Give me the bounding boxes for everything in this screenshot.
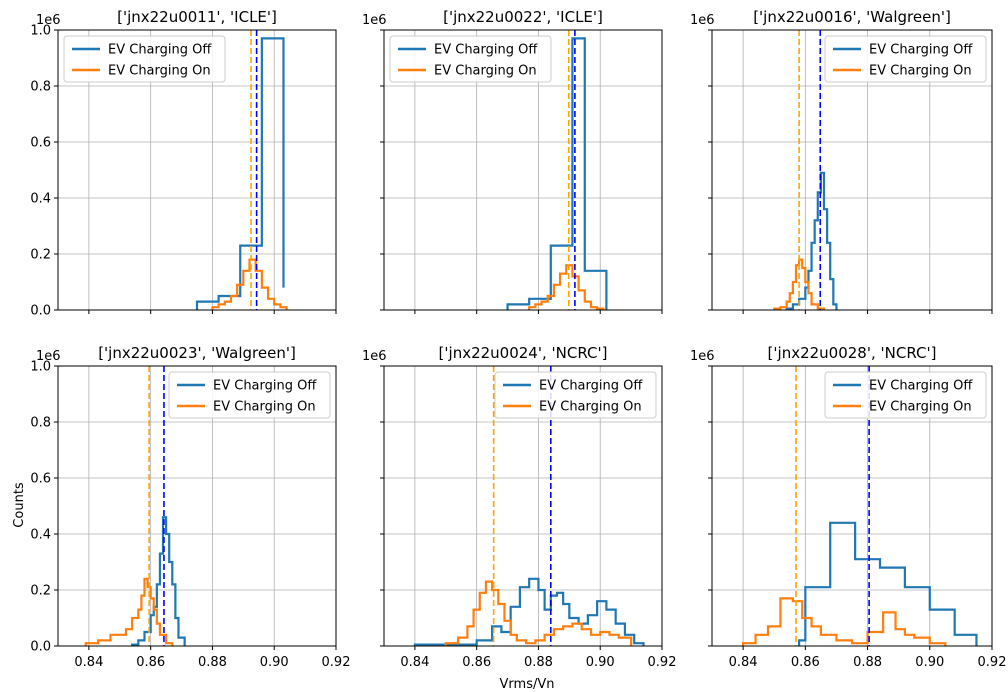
legend-label: EV Charging On	[213, 400, 316, 415]
y-tick-label: 0.8	[30, 80, 51, 95]
x-tick-label: 0.92	[322, 655, 351, 670]
chart-panel-3: 1e6 ['jnx22u0016', 'Walgreen'] EV Charging…	[690, 8, 993, 314]
x-tick-label: 0.88	[198, 655, 227, 670]
legend-box	[824, 371, 987, 419]
y-tick-label: 0.4	[30, 528, 51, 543]
y-offset-text: 1e6	[690, 349, 715, 364]
x-tick-label: 0.90	[586, 655, 615, 670]
chart-title: ['jnx22u0016', 'Walgreen']	[753, 8, 951, 26]
legend-label: EV Charging Off	[213, 379, 317, 394]
x-tick-label: 0.90	[260, 655, 289, 670]
histogram-off-series	[131, 516, 186, 646]
legend-label: EV Charging On	[434, 64, 537, 79]
y-tick-label: 0.0	[30, 304, 51, 319]
legend-box	[494, 371, 657, 419]
legend-label: EV Charging Off	[869, 379, 973, 394]
y-tick-label: 0.6	[30, 136, 51, 151]
legend: EV Charging Off EV Charging On	[168, 371, 331, 419]
legend-box	[168, 371, 331, 419]
legend-box	[63, 35, 226, 83]
x-tick-label: 0.92	[978, 655, 1007, 670]
histogram-off-series	[785, 171, 838, 310]
legend-label: EV Charging Off	[539, 379, 643, 394]
axes-frame	[57, 29, 337, 311]
legend: EV Charging Off EV Charging On	[389, 35, 552, 83]
axes-frame	[711, 29, 993, 311]
x-tick-label: 0.84	[729, 655, 758, 670]
y-tick-label: 0.4	[30, 192, 51, 207]
chart-title: ['jnx22u0024', 'NCRC']	[439, 344, 608, 362]
legend: EV Charging Off EV Charging On	[63, 35, 226, 83]
histogram-on-series	[528, 264, 605, 310]
histogram-on-series	[211, 258, 288, 310]
y-offset-text: 1e6	[36, 13, 61, 28]
y-tick-label: 0.2	[30, 584, 51, 599]
y-tick-label: 1.0	[30, 24, 51, 39]
y-tick-label: 0.2	[30, 248, 51, 263]
x-tick-label: 0.84	[74, 655, 103, 670]
histogram-on-series	[742, 597, 947, 646]
chart-title: ['jnx22u0022', 'ICLE']	[443, 8, 603, 26]
chart-panel-6: 0.84 0.86 0.88 0.90 0.92 1e6 ['jnx22u0028', 'N…	[690, 344, 1006, 670]
histogram-off-series	[506, 37, 608, 310]
y-axis-label: Counts	[12, 482, 27, 528]
chart-panel-2: 1e6 ['jnx22u0022', 'ICLE'] EV Charging Off…	[362, 8, 663, 314]
chart-title: ['jnx22u0023', 'Walgreen']	[98, 344, 296, 362]
axes-frame	[57, 365, 337, 647]
histogram-on-series	[444, 580, 633, 646]
y-offset-text: 1e6	[362, 13, 387, 28]
x-tick-label: 0.88	[524, 655, 553, 670]
axes-frame	[383, 29, 663, 311]
legend: EV Charging Off EV Charging On	[494, 371, 657, 419]
y-offset-text: 1e6	[690, 13, 715, 28]
y-tick-label: 0.6	[30, 472, 51, 487]
y-tick-label: 0.0	[30, 640, 51, 655]
legend: EV Charging Off EV Charging On	[824, 371, 987, 419]
legend-label: EV Charging On	[869, 64, 972, 79]
legend-label: EV Charging Off	[434, 43, 538, 58]
histogram-off-series	[798, 521, 978, 646]
legend-label: EV Charging On	[539, 400, 642, 415]
chart-panel-5: 0.84 0.86 0.88 0.90 0.92 1e6 ['jnx22u0024', 'N…	[362, 344, 676, 670]
x-tick-label: 0.90	[915, 655, 944, 670]
histogram-off-series	[195, 37, 285, 310]
x-tick-label: 0.84	[400, 655, 429, 670]
x-tick-label: 0.88	[853, 655, 882, 670]
chart-title: ['jnx22u0028', 'NCRC']	[768, 344, 937, 362]
y-tick-label: 1.0	[30, 360, 51, 375]
legend-label: EV Charging Off	[869, 43, 973, 58]
x-tick-label: 0.92	[648, 655, 677, 670]
legend: EV Charging Off EV Charging On	[824, 35, 987, 83]
chart-panel-4: 0.84 0.86 0.88 0.90 0.92 0.0 0.2 0.4 0.6 0.8 1.01e…	[30, 344, 350, 670]
legend-box	[824, 35, 987, 83]
axes-frame	[711, 365, 993, 647]
legend-label: EV Charging On	[108, 64, 211, 79]
histogram-on-series	[84, 577, 174, 646]
y-offset-text: 1e6	[362, 349, 387, 364]
y-offset-text: 1e6	[36, 349, 61, 364]
axes-frame	[383, 365, 663, 647]
legend-label: EV Charging On	[869, 400, 972, 415]
legend-label: EV Charging Off	[108, 43, 212, 58]
chart-title: ['jnx22u0011', 'ICLE']	[117, 8, 277, 26]
x-axis-label: Vrms/Vn	[500, 677, 555, 692]
legend-box	[389, 35, 552, 83]
x-tick-label: 0.86	[136, 655, 165, 670]
x-tick-label: 0.86	[462, 655, 491, 670]
histogram-on-series	[773, 258, 826, 310]
x-tick-label: 0.86	[791, 655, 820, 670]
y-tick-label: 0.8	[30, 416, 51, 431]
histogram-off-series	[413, 577, 645, 646]
